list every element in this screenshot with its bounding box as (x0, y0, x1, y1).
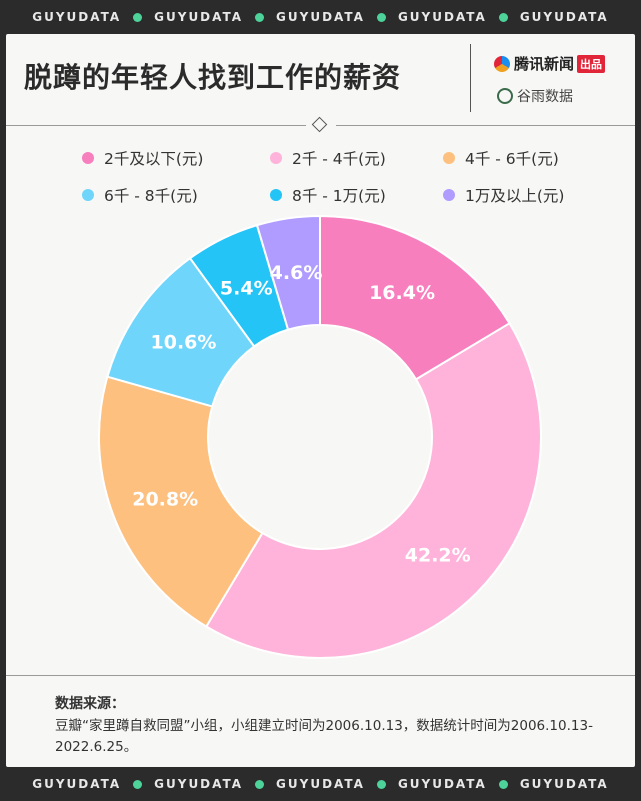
legend-label: 4千 - 6千(元) (465, 150, 559, 168)
slice-data-label: 16.4% (369, 282, 435, 304)
legend-swatch (270, 152, 282, 164)
donut-slice (98, 375, 264, 628)
slice-data-label: 4.6% (270, 262, 323, 284)
legend-label: 6千 - 8千(元) (104, 187, 198, 205)
ticker-dot (133, 12, 143, 22)
ticker-bottom: GUYUDATA GUYUDATA GUYUDATA GUYUDATA GUYUDATA (0, 767, 641, 801)
donut-slice (204, 321, 542, 659)
legend-label: 2千 - 4千(元) (292, 150, 386, 168)
tencent-news-icon (494, 55, 510, 72)
ticker-word: GUYUDATA (276, 10, 365, 24)
ticker-word: GUYUDATA (519, 10, 609, 24)
logo-primary-text: 腾讯新闻 (514, 55, 575, 73)
ticker-word: GUYUDATA (276, 777, 365, 791)
legend-label: 8千 - 1万(元) (292, 187, 386, 205)
source-title: 数据来源： (55, 696, 125, 712)
ticker-dot (255, 12, 265, 22)
header-divider-right (336, 125, 635, 126)
ticker-dot (498, 779, 508, 789)
legend-item: 6千 - 8千(元) (82, 184, 198, 206)
slice-data-label: 42.2% (405, 545, 471, 567)
legend-item: 4千 - 6千(元) (443, 147, 559, 169)
legend-swatch (270, 189, 282, 201)
legend-swatch (82, 152, 94, 164)
legend-item: 8千 - 1万(元) (270, 184, 386, 206)
source-text: 豆瓣“家里蹲自救同盟”小组，小组建立时间为2006.10.13，数据统计时间为2… (55, 718, 593, 755)
guyu-logo-icon (497, 88, 513, 104)
legend-item: 2千及以下(元) (82, 147, 203, 169)
donut-slice (255, 214, 321, 331)
ticker-dot (498, 12, 508, 22)
ticker-word: GUYUDATA (397, 10, 487, 24)
ticker-dot (376, 12, 386, 22)
legend-item: 2千 - 4千(元) (270, 147, 386, 169)
source-divider (6, 675, 635, 676)
ticker-word: GUYUDATA (154, 10, 244, 24)
slice-data-label: 10.6% (151, 332, 217, 354)
ticker-top: GUYUDATA GUYUDATA GUYUDATA GUYUDATA GUYUDATA (0, 0, 641, 34)
legend-swatch (443, 189, 455, 201)
legend-swatch (443, 152, 455, 164)
legend-label: 1万及以上(元) (465, 187, 565, 205)
logo-secondary-text: 谷雨数据 (517, 89, 573, 105)
legend-item: 1万及以上(元) (443, 184, 564, 206)
tencent-news-logo: 腾讯新闻 出品 (494, 53, 606, 74)
slice-data-label: 20.8% (132, 488, 198, 510)
header-divider-left (6, 125, 306, 126)
ticker-dot (133, 779, 143, 789)
guyu-data-logo: 谷雨数据 (497, 86, 573, 106)
legend-label: 2千及以下(元) (104, 150, 204, 168)
logo-primary-badge: 出品 (577, 54, 606, 73)
ticker-dot (255, 779, 265, 789)
page-title: 脱蹲的年轻人找到工作的薪资 (24, 61, 402, 94)
ticker-word: GUYUDATA (154, 777, 244, 791)
donut-slice (319, 214, 511, 381)
ticker-word: GUYUDATA (519, 777, 609, 791)
title-divider (470, 44, 471, 112)
legend-swatch (82, 189, 94, 201)
ticker-dot (376, 779, 386, 789)
slice-data-label: 5.4% (220, 278, 273, 300)
ticker-word: GUYUDATA (397, 777, 487, 791)
ticker-word: GUYUDATA (32, 777, 122, 791)
ticker-word: GUYUDATA (32, 10, 122, 24)
